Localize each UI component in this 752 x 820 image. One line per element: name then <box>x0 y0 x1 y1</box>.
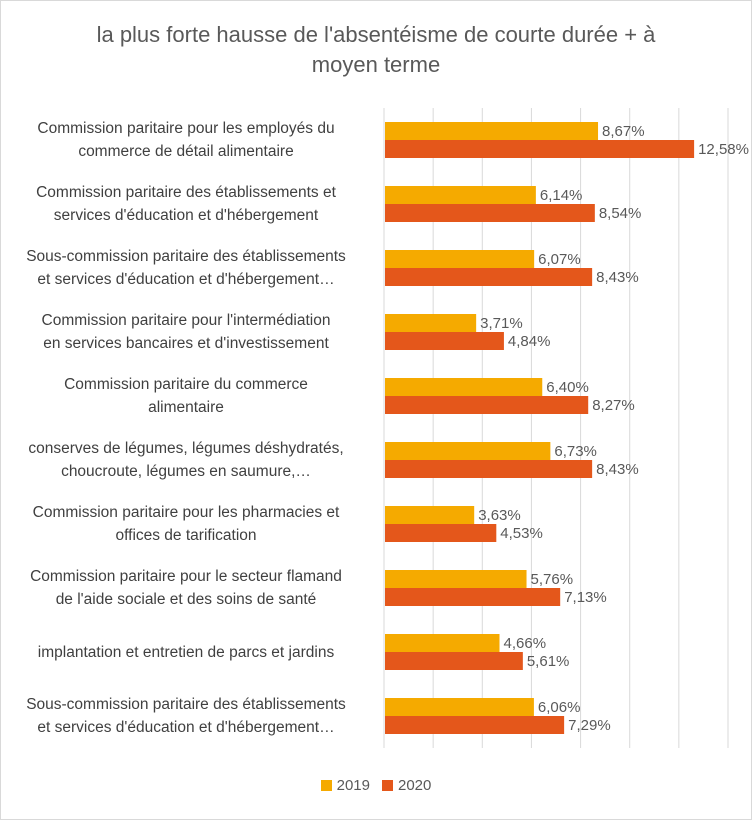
data-label-2019: 6,07% <box>538 251 581 268</box>
data-label-2020: 5,61% <box>527 653 570 670</box>
legend-swatch-2020 <box>382 780 393 791</box>
data-label-2020: 12,58% <box>698 141 749 158</box>
data-label-2020: 4,53% <box>500 525 543 542</box>
data-label-2019: 8,67% <box>602 123 645 140</box>
bar-2019 <box>385 122 599 140</box>
bar-2019 <box>385 378 543 396</box>
bar-2019 <box>385 634 500 652</box>
bar-2020 <box>385 524 497 542</box>
data-label-2019: 3,71% <box>480 315 523 332</box>
data-label-2019: 5,76% <box>531 571 574 588</box>
data-label-2020: 4,84% <box>508 333 551 350</box>
bar-2019 <box>385 186 536 204</box>
data-label-2019: 4,66% <box>504 635 547 652</box>
bar-2019 <box>385 506 475 524</box>
chart-legend: 2019 2020 <box>0 777 752 794</box>
bar-2020 <box>385 716 565 734</box>
legend-swatch-2019 <box>320 780 332 791</box>
category-label: conserves de légumes, légumes déshydraté… <box>28 440 344 480</box>
data-label-2019: 6,14% <box>540 187 583 204</box>
bar-2020 <box>385 460 593 478</box>
category-label: Commission paritaire des établissements … <box>36 184 336 224</box>
bar-2020 <box>385 332 504 350</box>
category-label: implantation et entretien de parcs et ja… <box>37 643 335 661</box>
category-label: Commission paritaire pour les pharmacies… <box>32 504 340 544</box>
data-label-2019: 6,06% <box>538 699 581 716</box>
bar-2020 <box>385 588 561 606</box>
category-label: Commission paritaire pour les employés d… <box>37 120 335 160</box>
legend-item-2020: 2020 <box>382 777 431 794</box>
bar-2020 <box>385 268 593 286</box>
data-label-2020: 8,43% <box>596 461 639 478</box>
bar-2020 <box>385 204 595 222</box>
data-label-2020: 7,13% <box>564 589 607 606</box>
bar-2019 <box>385 442 551 460</box>
legend-label-2019: 2019 <box>336 777 370 794</box>
bar-2019 <box>385 250 535 268</box>
category-label: Commission paritaire pour l'intermédiati… <box>41 312 331 352</box>
data-label-2019: 3,63% <box>478 507 521 524</box>
bar-2020 <box>385 652 523 670</box>
bar-2019 <box>385 570 527 588</box>
bar-2019 <box>385 698 534 716</box>
data-label-2019: 6,40% <box>546 379 589 396</box>
bar-2020 <box>385 140 695 158</box>
category-label: Sous-commission paritaire des établissem… <box>26 248 346 288</box>
legend-item-2019: 2019 <box>320 777 370 794</box>
category-label: Sous-commission paritaire des établissem… <box>26 696 346 736</box>
legend-label-2020: 2020 <box>398 777 432 794</box>
bar-2020 <box>385 396 589 414</box>
data-label-2019: 6,73% <box>554 443 597 460</box>
chart-title: la plus forte hausse de l'absentéisme de… <box>96 22 656 77</box>
bar-2019 <box>385 314 477 332</box>
data-label-2020: 8,27% <box>592 397 635 414</box>
category-label: Commission paritaire pour le secteur fla… <box>30 568 342 608</box>
data-label-2020: 8,43% <box>596 269 639 286</box>
data-label-2020: 8,54% <box>599 205 642 222</box>
category-label: Commission paritaire du commerce aliment… <box>64 376 308 416</box>
data-label-2020: 7,29% <box>568 717 611 734</box>
